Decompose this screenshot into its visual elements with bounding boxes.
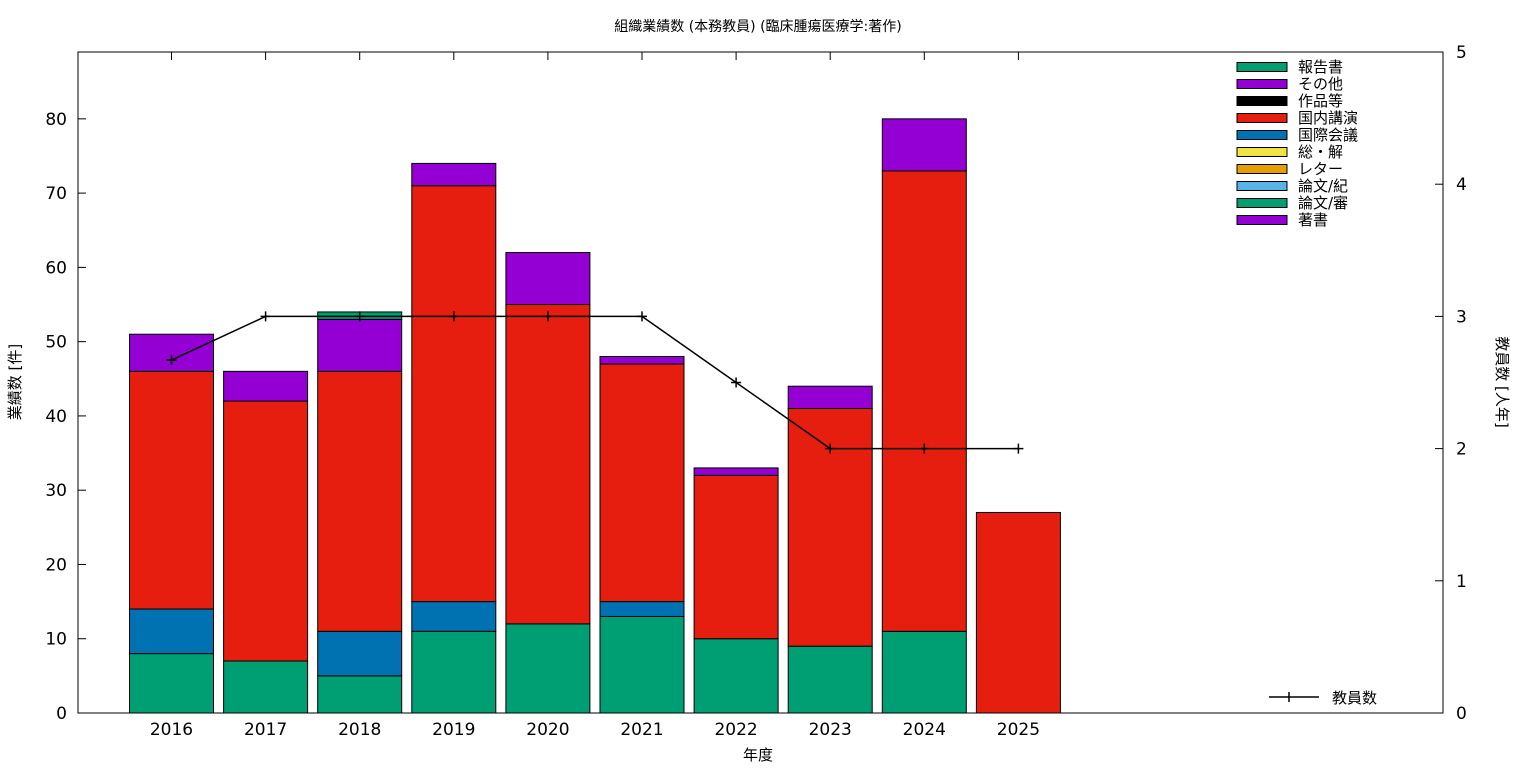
bar-segment [317,630,403,677]
legend-label: 報告書 [1298,58,1343,76]
x-tick-label: 2020 [526,720,569,740]
legend-swatch [1236,164,1288,174]
line-point [448,311,459,322]
y2-tick-label: 2 [1456,440,1467,460]
bar-segment [975,511,1061,714]
bar-segment [599,601,685,617]
bar-segment [317,370,403,632]
line-point [354,311,365,322]
line-point [919,443,930,454]
x-tick-label: 2023 [809,720,852,740]
x-tick-label: 2022 [714,720,757,740]
line-path [171,315,1019,450]
line-point [731,377,742,388]
line-point [825,443,836,454]
y-tick-label: 20 [45,555,67,575]
bar-segment [505,623,591,714]
line-legend-label: 教員数 [1332,689,1377,707]
x-tick-label: 2017 [244,720,287,740]
y2-tick-label: 3 [1456,307,1467,327]
bar-segment [787,645,873,714]
y2-axis-label: 教員数 [人年] [1493,336,1511,427]
bar-segment [317,675,403,714]
bar-segment [881,170,967,632]
bar-segment [411,162,497,187]
legend-label: レター [1298,160,1343,178]
line-point [260,311,271,322]
line-point [637,311,647,322]
legend-label: 国際会議 [1298,126,1358,144]
bar-segment [693,467,779,476]
y-axis-label: 業績数 [件] [6,344,24,420]
bar-segment [223,660,309,714]
bar-segment [317,318,403,372]
y-tick-label: 50 [45,333,67,353]
line-legend: 教員数 [1269,689,1377,707]
legend-label: その他 [1298,75,1343,93]
legend-swatch [1236,147,1288,157]
legend-swatch [1236,62,1288,72]
bar-segment [693,638,779,714]
x-axis-label: 年度 [743,746,773,764]
line-point [166,355,177,366]
bar-segment [129,653,214,714]
legend-swatch [1236,198,1288,208]
legend-label: 国内講演 [1298,109,1358,127]
y2-tick-label: 0 [1456,704,1467,724]
x-tick-label: 2021 [620,720,663,740]
x-tick-label: 2016 [150,720,193,740]
bar-segment [599,363,685,603]
bar-segment [129,333,214,372]
y-tick-label: 80 [45,110,67,130]
x-tick-label: 2024 [903,720,946,740]
bar-segment [693,474,779,640]
legend-swatch [1236,181,1288,191]
y-tick-label: 40 [45,407,67,427]
bar-segment [505,252,591,306]
chart-title: 組織業績数 (本務教員) (臨床腫瘍医療学:著作) [614,18,901,35]
y2-tick-label: 1 [1456,572,1467,592]
y-tick-label: 0 [56,704,67,724]
bar-segment [223,400,309,662]
y2-tick-label: 5 [1456,43,1467,63]
bar-segment [223,370,309,402]
bar-segment [411,630,497,714]
legend-swatch [1236,79,1288,89]
bar-segment [599,356,685,365]
x-tick-label: 2025 [997,720,1040,740]
y-tick-label: 70 [45,184,67,204]
legend-label: 作品等 [1298,92,1343,110]
legend-label: 論文/審 [1298,194,1348,212]
bar-segment [787,385,873,409]
tick-labels: 0 10 20 30 40 50 60 70 80 0 1 2 3 4 5 2016 2017 2018 2019 2… [45,43,1466,740]
legend-label: 論文/紀 [1298,177,1348,195]
x-tick-label: 2019 [432,720,475,740]
legend-swatch [1236,113,1288,123]
bar-segment [505,304,591,625]
legend-swatch [1236,130,1288,140]
y-tick-label: 10 [45,630,67,650]
bar-segment [411,185,497,603]
bar-segment [411,601,497,632]
plot-frame [77,51,1444,714]
y2-tick-label: 4 [1456,175,1467,195]
y-tick-label: 30 [45,481,67,501]
bar-segment [129,608,214,655]
line-point [1013,443,1024,454]
bars [129,118,1061,714]
line-point [542,311,553,322]
y-tick-label: 60 [45,258,67,278]
x-tick-label: 2018 [338,720,381,740]
bar-segment [881,630,967,714]
bar-segment [129,370,214,610]
bar-segment [599,615,685,714]
legend-label: 総・解 [1298,143,1343,161]
legend-swatch [1236,96,1288,106]
legend-swatch [1236,215,1288,225]
legend-label: 著書 [1298,211,1328,229]
faculty-count-line [166,311,1024,454]
bar-segment [881,118,967,172]
